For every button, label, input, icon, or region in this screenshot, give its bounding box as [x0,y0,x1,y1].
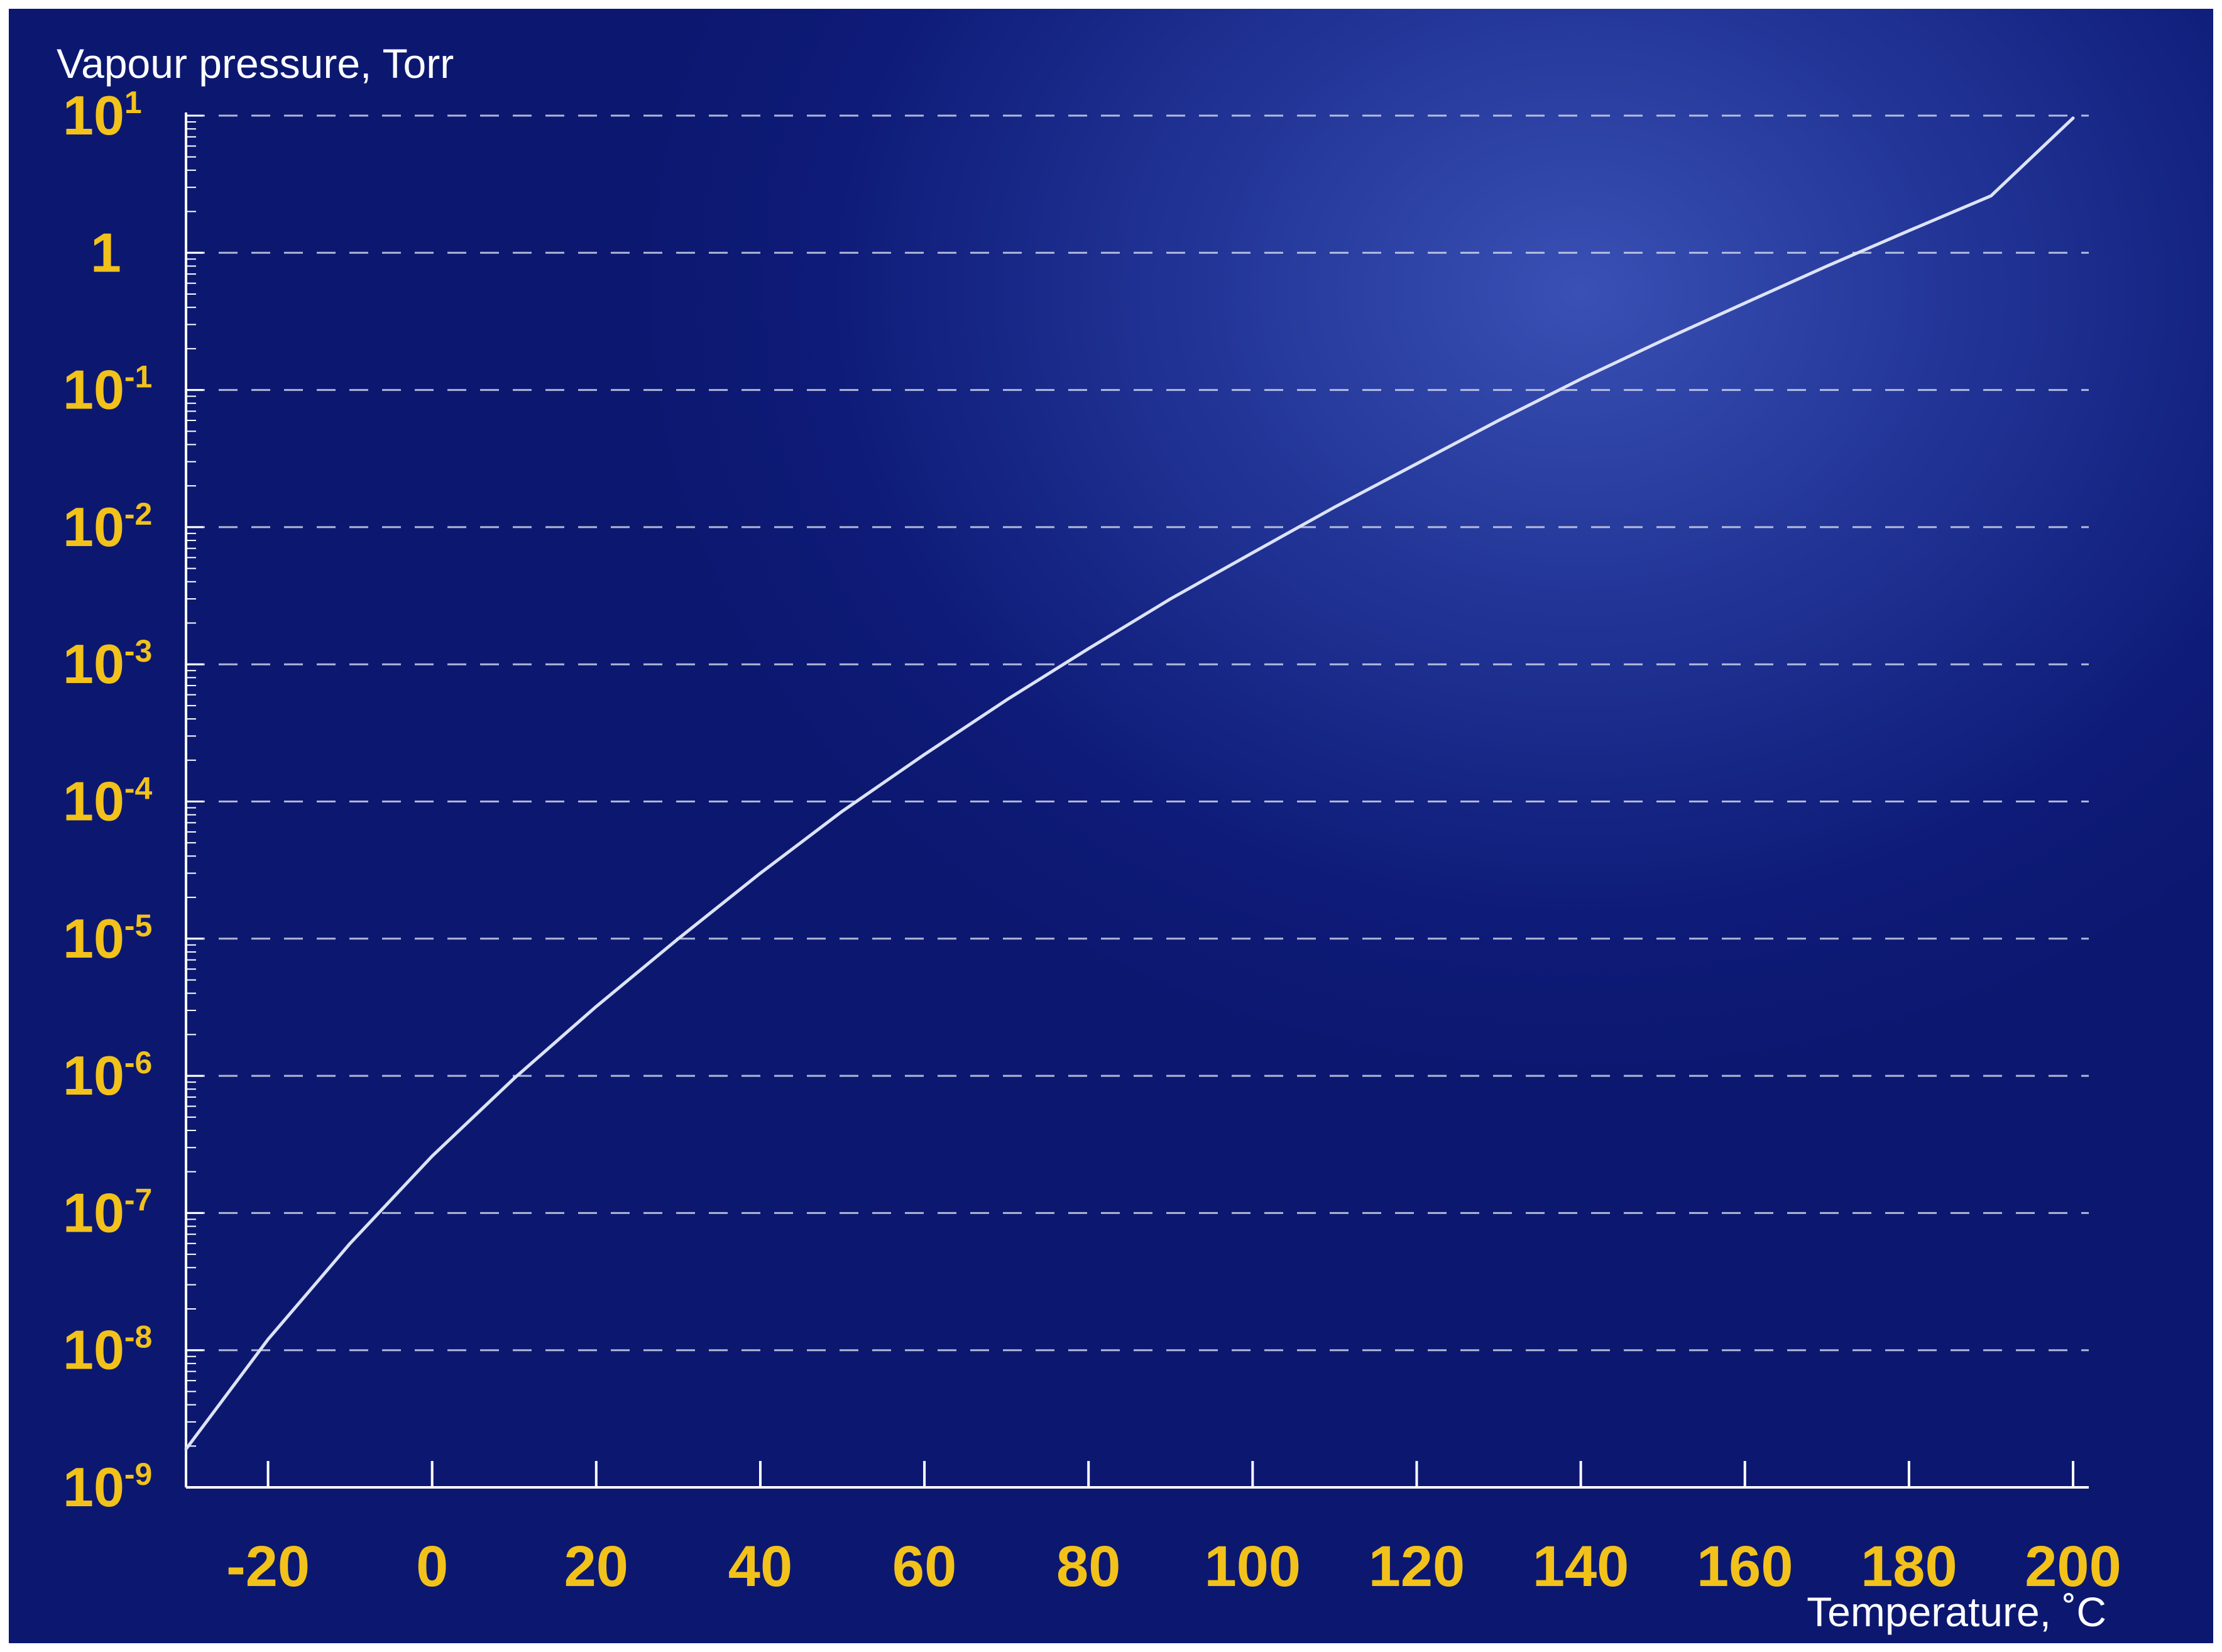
x-tick-label: 200 [2025,1534,2121,1599]
chart-panel: -20 0 20 40 60 80 100 120 140 160 180 200 101 1 10-1 10… [9,9,2213,1643]
series-layer [184,116,2075,1451]
y-tick-label: 1 [90,221,121,283]
y-tick-label: 10-5 [63,907,152,970]
tick-labels: -20 0 20 40 60 80 100 120 140 160 180 200 101 1 10-1 10… [63,84,2121,1599]
y-tick-label: 10-1 [63,359,152,421]
grid-lines [186,114,2089,1352]
x-tick-label: -20 [226,1534,310,1599]
y-tick-label: 10-7 [63,1181,152,1244]
x-tick-label: 20 [564,1534,628,1599]
y-tick-label: 101 [63,84,142,146]
vapour-pressure-line [184,116,2075,1451]
x-tick-label: 0 [416,1534,448,1599]
x-tick-label: 100 [1205,1534,1301,1599]
y-tick-label: 10-3 [63,633,152,695]
x-tick-label: 120 [1369,1534,1465,1599]
y-tick-label: 10-2 [63,496,152,558]
x-tick-label: 180 [1861,1534,1957,1599]
x-tick-label: 40 [728,1534,792,1599]
x-tick-label: 60 [892,1534,956,1599]
x-tick-label: 140 [1533,1534,1629,1599]
ticks [186,114,2074,1489]
y-tick-label: 10-6 [63,1044,152,1107]
y-axis-title: Vapour pressure, Torr [57,40,454,87]
x-tick-label: 80 [1056,1534,1120,1599]
y-tick-label: 10-8 [63,1319,152,1381]
y-tick-label: 10-9 [63,1456,152,1518]
x-tick-label: 160 [1697,1534,1793,1599]
axes [185,112,2089,1489]
x-axis-title: Temperature, ˚C [1807,1589,2106,1635]
y-tick-label: 10-4 [63,770,153,833]
chart-svg: -20 0 20 40 60 80 100 120 140 160 180 200 101 1 10-1 10… [57,40,2121,1635]
